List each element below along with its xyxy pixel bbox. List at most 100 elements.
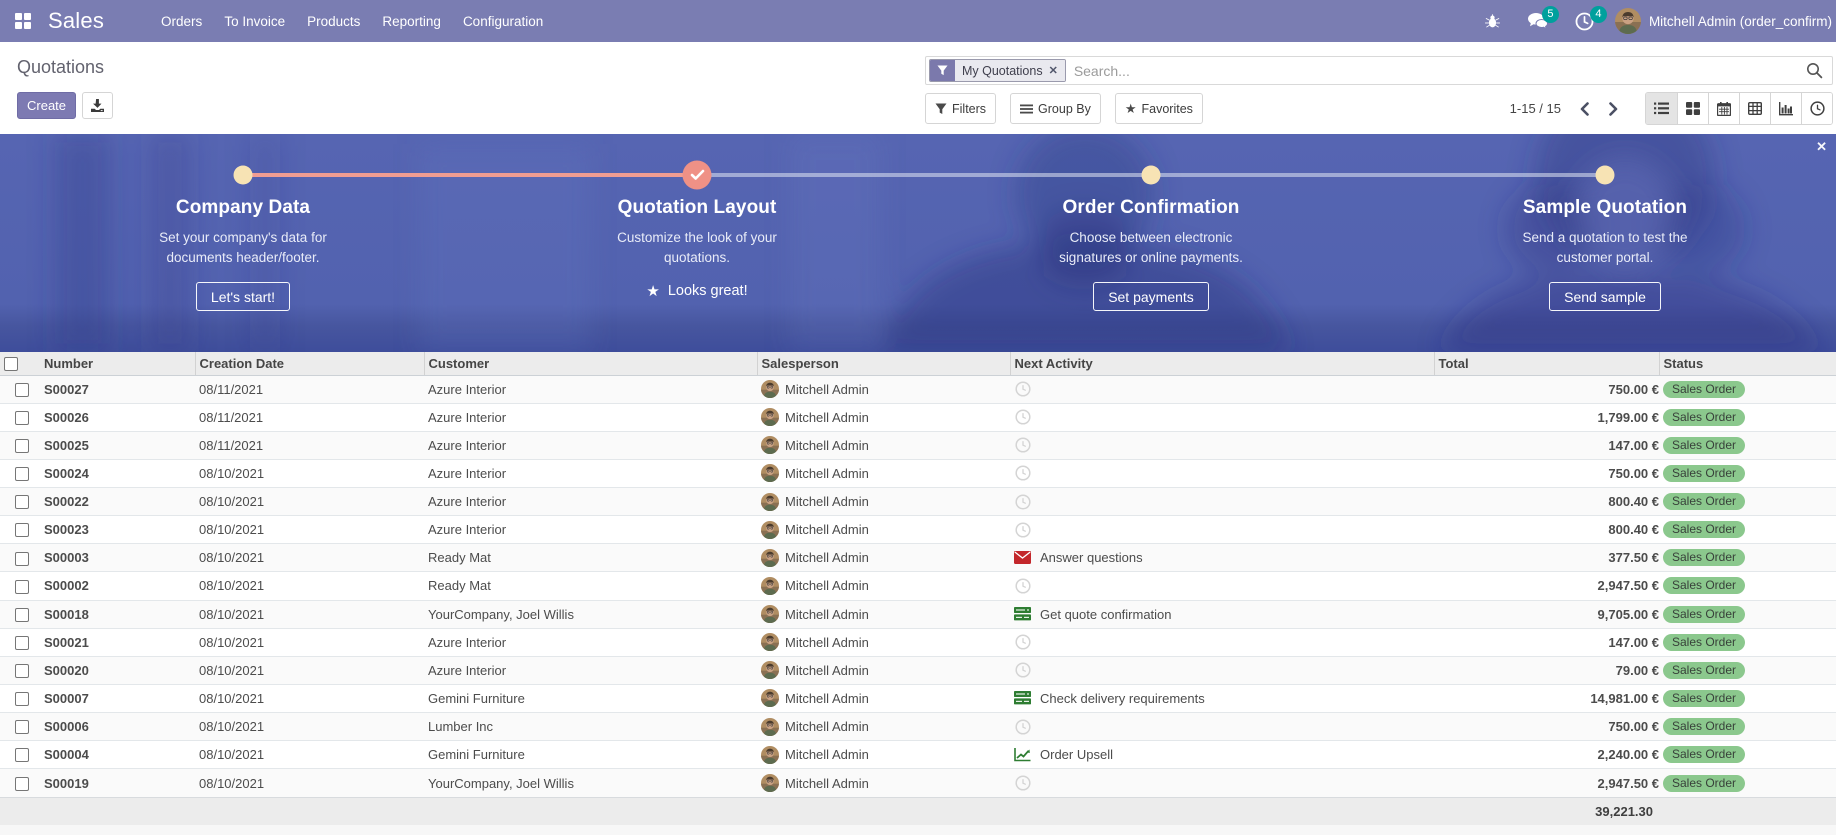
pivot-view-icon xyxy=(1748,102,1762,115)
view-pivot-button[interactable] xyxy=(1739,93,1770,124)
row-checkbox[interactable] xyxy=(15,776,29,791)
status-badge: Sales Order xyxy=(1663,661,1746,679)
row-checkbox[interactable] xyxy=(15,607,29,622)
select-all-checkbox[interactable] xyxy=(4,357,18,372)
column-header-customer[interactable]: Customer xyxy=(424,352,758,376)
table-row[interactable]: S00027 08/11/2021 Azure Interior Mitchel… xyxy=(0,375,1836,404)
facet-remove-icon[interactable]: ✕ xyxy=(1048,65,1058,77)
chevron-right-icon xyxy=(1609,101,1618,116)
salesperson-avatar xyxy=(761,380,779,399)
pager-previous-button[interactable] xyxy=(1575,100,1594,118)
row-checkbox[interactable] xyxy=(15,748,29,763)
view-list-button[interactable] xyxy=(1646,93,1677,124)
menu-reporting[interactable]: Reporting xyxy=(382,13,441,29)
cell-salesperson: Mitchell Admin xyxy=(757,375,1010,403)
send-sample-button[interactable]: Send sample xyxy=(1549,282,1661,312)
column-header-number[interactable]: Number xyxy=(40,352,196,376)
looks-great-button[interactable]: ★ Looks great! xyxy=(646,282,747,300)
onboarding-step-order-confirmation: Order Confirmation Choose between electr… xyxy=(991,197,1311,312)
row-checkbox[interactable] xyxy=(15,410,29,425)
row-checkbox[interactable] xyxy=(15,579,29,594)
view-activity-button[interactable] xyxy=(1801,93,1832,124)
table-row[interactable]: S00019 08/10/2021 YourCompany, Joel Will… xyxy=(0,768,1836,797)
step1-dot xyxy=(233,165,253,185)
cell-customer: Ready Mat xyxy=(424,543,757,572)
table-row[interactable]: S00002 08/10/2021 Ready Mat Mitchell Adm… xyxy=(0,571,1836,600)
row-checkbox[interactable] xyxy=(15,495,29,510)
cell-next-activity[interactable] xyxy=(1010,768,1434,797)
cell-next-activity[interactable] xyxy=(1010,571,1434,600)
cell-salesperson: Mitchell Admin xyxy=(757,627,1010,657)
filters-button[interactable]: Filters xyxy=(925,93,997,124)
favorites-button[interactable]: ★ Favorites xyxy=(1114,93,1203,124)
pager-next-button[interactable] xyxy=(1604,100,1623,118)
table-row[interactable]: S00021 08/10/2021 Azure Interior Mitchel… xyxy=(0,627,1836,657)
column-header-total[interactable]: Total xyxy=(1434,352,1660,376)
user-menu-button[interactable]: Mitchell Admin (order_confirm) xyxy=(1607,0,1836,42)
row-checkbox[interactable] xyxy=(15,635,29,650)
menu-products[interactable]: Products xyxy=(307,13,361,29)
export-button[interactable] xyxy=(82,92,114,119)
table-row[interactable]: S00023 08/10/2021 Azure Interior Mitchel… xyxy=(0,515,1836,544)
view-calendar-button[interactable] xyxy=(1708,93,1739,124)
menu-to-invoice[interactable]: To Invoice xyxy=(224,13,286,29)
table-row[interactable]: S00026 08/11/2021 Azure Interior Mitchel… xyxy=(0,402,1836,432)
table-row[interactable]: S00018 08/10/2021 YourCompany, Joel Will… xyxy=(0,599,1836,629)
cell-next-activity[interactable] xyxy=(1010,430,1434,460)
salesperson-avatar xyxy=(761,576,779,595)
cell-next-activity[interactable] xyxy=(1010,375,1434,403)
create-button[interactable]: Create xyxy=(17,92,77,119)
salesperson-name: Mitchell Admin xyxy=(785,550,869,566)
table-row[interactable]: S00006 08/10/2021 Lumber Inc Mitchell Ad… xyxy=(0,711,1836,741)
activities-menu-button[interactable]: 4 xyxy=(1562,0,1607,42)
messages-menu-button[interactable]: 5 xyxy=(1514,0,1562,42)
filters-label: Filters xyxy=(952,101,987,116)
menu-configuration[interactable]: Configuration xyxy=(462,13,544,29)
table-row[interactable]: S00024 08/10/2021 Azure Interior Mitchel… xyxy=(0,458,1836,488)
column-header-creation-date[interactable]: Creation Date xyxy=(195,352,425,376)
cell-next-activity[interactable] xyxy=(1010,515,1434,544)
row-checkbox[interactable] xyxy=(15,720,29,735)
cell-next-activity[interactable]: Answer questions xyxy=(1010,543,1434,572)
cell-next-activity[interactable]: Get quote confirmation xyxy=(1010,599,1434,629)
cell-next-activity[interactable] xyxy=(1010,711,1434,741)
table-row[interactable]: S00022 08/10/2021 Azure Interior Mitchel… xyxy=(0,486,1836,516)
cell-salesperson: Mitchell Admin xyxy=(757,402,1010,432)
row-checkbox[interactable] xyxy=(15,382,29,397)
row-checkbox[interactable] xyxy=(15,551,29,566)
table-row[interactable]: S00020 08/10/2021 Azure Interior Mitchel… xyxy=(0,655,1836,685)
row-checkbox[interactable] xyxy=(15,692,29,707)
set-payments-button[interactable]: Set payments xyxy=(1093,282,1209,312)
cell-next-activity[interactable] xyxy=(1010,655,1434,685)
menu-orders[interactable]: Orders xyxy=(161,13,203,29)
row-checkbox[interactable] xyxy=(15,439,29,454)
search-bar[interactable]: My Quotations ✕ xyxy=(925,56,1833,85)
row-checkbox[interactable] xyxy=(15,467,29,482)
clock-icon xyxy=(1014,381,1031,397)
view-kanban-button[interactable] xyxy=(1677,93,1708,124)
cell-next-activity[interactable]: Check delivery requirements xyxy=(1010,683,1434,713)
search-icon[interactable] xyxy=(1806,62,1823,79)
column-header-salesperson[interactable]: Salesperson xyxy=(757,352,1011,376)
table-row[interactable]: S00003 08/10/2021 Ready Mat Mitchell Adm… xyxy=(0,543,1836,572)
search-input[interactable] xyxy=(1065,62,1806,79)
cell-next-activity[interactable] xyxy=(1010,458,1434,488)
row-checkbox[interactable] xyxy=(15,523,29,538)
debug-button[interactable] xyxy=(1471,0,1514,42)
table-row[interactable]: S00007 08/10/2021 Gemini Furniture Mitch… xyxy=(0,683,1836,713)
cell-creation-date: 08/11/2021 xyxy=(195,430,424,460)
row-checkbox[interactable] xyxy=(15,664,29,679)
groupby-button[interactable]: Group By xyxy=(1010,93,1101,124)
cell-next-activity[interactable] xyxy=(1010,486,1434,516)
table-row[interactable]: S00025 08/11/2021 Azure Interior Mitchel… xyxy=(0,430,1836,460)
lets-start-button[interactable]: Let's start! xyxy=(195,282,291,312)
banner-close-icon[interactable]: ✕ xyxy=(1816,139,1827,154)
cell-next-activity[interactable] xyxy=(1010,402,1434,432)
column-header-status[interactable]: Status xyxy=(1659,352,1836,376)
apps-menu-button[interactable] xyxy=(0,0,46,42)
cell-next-activity[interactable] xyxy=(1010,627,1434,657)
table-row[interactable]: S00004 08/10/2021 Gemini Furniture Mitch… xyxy=(0,740,1836,769)
column-header-next-activity[interactable]: Next Activity xyxy=(1010,352,1435,376)
cell-next-activity[interactable]: Order Upsell xyxy=(1010,740,1434,769)
view-graph-button[interactable] xyxy=(1770,93,1801,124)
